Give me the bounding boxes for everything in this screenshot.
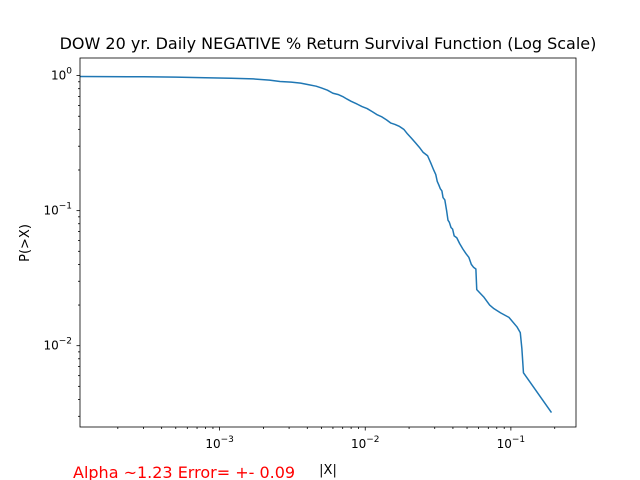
plot-area <box>79 75 553 413</box>
chart-title: DOW 20 yr. Daily NEGATIVE % Return Survi… <box>60 34 597 53</box>
alpha-error-annotation: Alpha ~1.23 Error= +- 0.09 <box>73 463 295 480</box>
x-tick-label: 10−1 <box>497 435 526 451</box>
x-axis-ticks: 10−3 10−2 10−1 <box>117 427 556 451</box>
x-tick-label: 10−3 <box>205 435 234 451</box>
plot-frame <box>79 57 577 428</box>
y-tick-label: 10−1 <box>43 202 72 218</box>
y-axis-ticks: 10−2 10−1 100 <box>43 67 80 417</box>
y-tick-label: 100 <box>51 67 72 83</box>
y-axis-label: P(>X) <box>18 224 33 262</box>
series-line-survival <box>79 75 553 413</box>
y-tick-label: 10−2 <box>43 337 72 353</box>
x-tick-label: 10−2 <box>351 435 380 451</box>
x-axis-label: |X| <box>319 463 337 478</box>
